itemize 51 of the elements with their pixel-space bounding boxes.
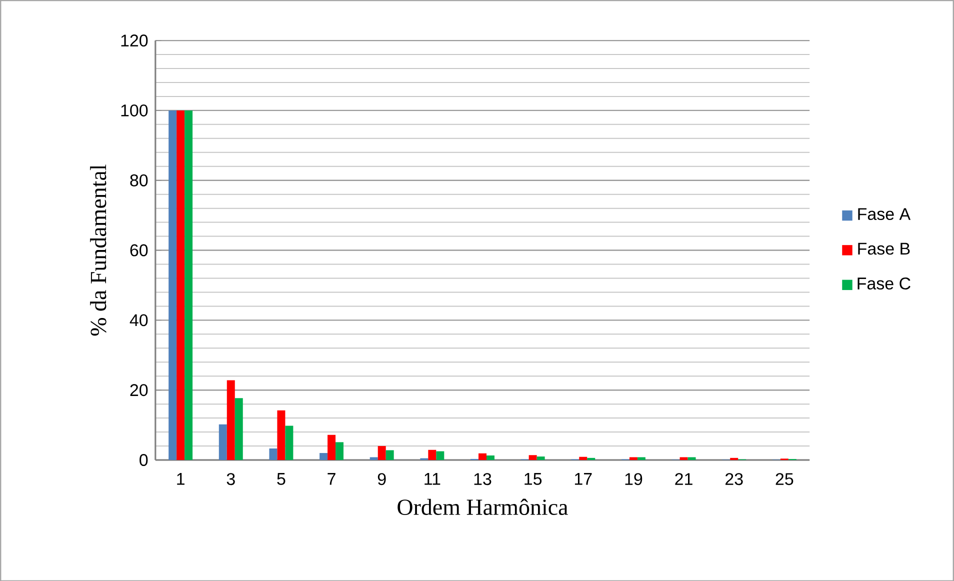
bar: [378, 446, 386, 460]
bar: [218, 424, 227, 460]
bar: [478, 453, 486, 460]
y-tick-label: 100: [121, 104, 148, 116]
bar: [320, 452, 328, 460]
bar: [285, 426, 294, 460]
y-tick-label: 80: [130, 174, 148, 186]
x-tick-label: 13: [474, 472, 492, 485]
bar: [536, 456, 545, 460]
bar: [579, 456, 588, 460]
bar: [234, 398, 243, 460]
x-tick-label: 11: [424, 472, 440, 485]
bar: [277, 410, 286, 460]
x-tick-label: 15: [524, 472, 542, 485]
bar: [370, 456, 378, 460]
y-tick-label: 0: [140, 454, 148, 466]
bar: [436, 451, 444, 460]
bar: [168, 110, 177, 460]
bar: [486, 455, 494, 460]
bar: [680, 456, 688, 460]
bar: [428, 450, 436, 460]
y-tick-label: 40: [130, 314, 148, 326]
x-tick-label: 25: [776, 472, 794, 485]
x-tick-label: 7: [328, 472, 336, 485]
bar: [386, 450, 394, 460]
bar: [637, 456, 646, 460]
x-axis-title: Ordem Harmônica: [398, 498, 568, 515]
x-tick-label: 5: [277, 472, 286, 485]
bar: [328, 434, 336, 460]
bar: [269, 448, 278, 460]
x-tick-label: 3: [226, 472, 235, 485]
y-axis-title: % da Fundamental: [90, 164, 106, 336]
bar: [226, 380, 235, 460]
bar: [176, 110, 185, 460]
bar: [336, 442, 344, 460]
x-tick-label: 19: [625, 472, 642, 485]
x-tick-label: 23: [726, 472, 743, 485]
bar: [184, 110, 193, 460]
x-tick-label: 21: [675, 472, 692, 485]
legend-label: Fase C: [858, 277, 910, 290]
bar: [528, 454, 537, 460]
bar: [629, 456, 638, 460]
y-tick-label: 120: [121, 34, 148, 46]
x-tick-label: 17: [574, 472, 592, 485]
y-tick-label: 20: [130, 384, 148, 396]
legend-label: Fase A: [858, 208, 911, 220]
x-tick-label: 1: [177, 472, 184, 485]
y-tick-label: 60: [130, 244, 148, 256]
bar: [688, 456, 696, 460]
legend-label: Fase B: [858, 242, 910, 254]
x-tick-label: 9: [378, 472, 386, 485]
